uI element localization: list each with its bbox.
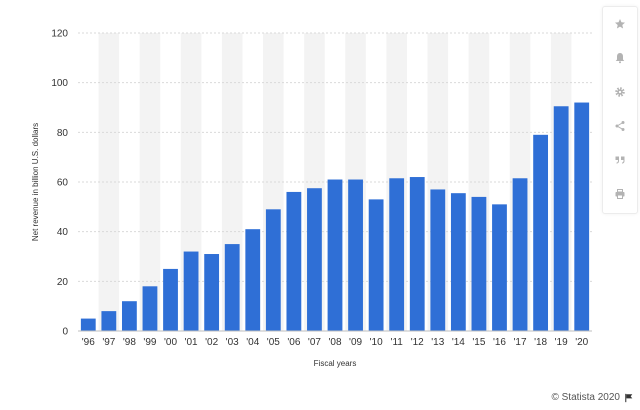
x-tick-label: '14 (452, 337, 465, 348)
x-tick-label: '08 (328, 337, 341, 348)
bar[interactable] (574, 102, 590, 332)
x-tick-label: '07 (308, 337, 321, 348)
bar[interactable] (471, 196, 487, 331)
flag-icon (625, 393, 633, 402)
bar[interactable] (533, 134, 549, 331)
bar[interactable] (307, 188, 322, 331)
bar[interactable] (450, 193, 466, 331)
y-axis-title: Net revenue in billion U.S. dollars (31, 123, 40, 241)
x-tick-label: '13 (431, 337, 444, 348)
star-icon (615, 19, 625, 29)
bar[interactable] (368, 199, 384, 331)
x-tick-label: '15 (472, 337, 485, 348)
bar[interactable] (163, 268, 178, 331)
y-tick-label: 60 (57, 178, 69, 189)
chart-toolbar (602, 6, 638, 214)
settings-button[interactable] (603, 75, 637, 109)
y-tick-label: 20 (57, 277, 69, 288)
bar[interactable] (245, 229, 261, 331)
bar[interactable] (80, 318, 96, 331)
bar[interactable] (512, 178, 528, 331)
bar[interactable] (553, 106, 569, 331)
x-tick-label: '04 (246, 337, 259, 348)
print-icon (615, 189, 625, 199)
x-axis-ticks: '96 '97 '98 '99 '00 '01 '02 '03 '04 '05 '06 '07 '08 '… (82, 337, 589, 348)
bar[interactable] (101, 311, 117, 331)
x-tick-label: '17 (514, 337, 527, 348)
y-tick-label: 0 (62, 327, 68, 338)
quote-icon (615, 156, 625, 164)
y-tick-label: 120 (51, 29, 68, 40)
credit-text: © Statista 2020 (551, 392, 620, 403)
x-tick-label: '03 (226, 337, 239, 348)
bar[interactable] (348, 179, 363, 331)
x-tick-label: '98 (123, 337, 136, 348)
x-tick-label: '06 (287, 337, 300, 348)
bar[interactable] (286, 191, 302, 331)
favorite-button[interactable] (603, 7, 637, 41)
gear-icon (615, 87, 625, 97)
x-tick-label: '02 (205, 337, 218, 348)
x-tick-label: '05 (267, 337, 280, 348)
bar[interactable] (224, 244, 240, 331)
bar[interactable] (142, 286, 158, 331)
bars (80, 102, 590, 332)
x-tick-label: '16 (493, 337, 506, 348)
bar[interactable] (409, 177, 425, 331)
cite-button[interactable] (603, 143, 637, 177)
share-icon (615, 121, 625, 131)
x-tick-label: '09 (349, 337, 362, 348)
share-button[interactable] (603, 109, 637, 143)
bar[interactable] (204, 254, 220, 331)
x-tick-label: '97 (102, 337, 115, 348)
bar[interactable] (430, 189, 446, 331)
x-tick-label: '19 (555, 337, 568, 348)
x-tick-label: '12 (411, 337, 424, 348)
x-axis-title: Fiscal years (314, 359, 357, 368)
x-tick-label: '18 (534, 337, 547, 348)
bell-icon (615, 53, 625, 64)
y-tick-label: 40 (57, 227, 69, 238)
bar[interactable] (492, 204, 507, 331)
x-tick-label: '99 (143, 337, 156, 348)
bar[interactable] (327, 179, 343, 331)
x-tick-label: '01 (185, 337, 198, 348)
bar[interactable] (389, 178, 405, 331)
y-tick-label: 100 (51, 78, 68, 89)
background-band (139, 33, 161, 331)
notification-button[interactable] (603, 41, 637, 75)
x-tick-label: '20 (575, 337, 588, 348)
bar[interactable] (121, 301, 137, 331)
print-button[interactable] (603, 177, 637, 211)
source-credit[interactable]: © Statista 2020 (551, 392, 634, 403)
x-tick-label: '00 (164, 337, 177, 348)
x-tick-label: '96 (82, 337, 95, 348)
bar[interactable] (183, 251, 199, 331)
x-tick-label: '11 (391, 337, 404, 348)
y-tick-label: 80 (57, 128, 69, 139)
x-tick-label: '10 (370, 337, 383, 348)
y-axis-ticks: 0 20 40 60 80 100 120 (51, 29, 68, 338)
background-band (98, 33, 120, 331)
bar[interactable] (265, 209, 281, 331)
